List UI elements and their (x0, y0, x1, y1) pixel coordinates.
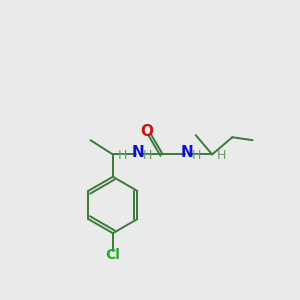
Text: Cl: Cl (105, 248, 120, 262)
Text: N: N (181, 146, 194, 160)
Text: N: N (132, 146, 145, 160)
Text: H: H (192, 149, 201, 162)
Text: H: H (142, 149, 152, 162)
Text: O: O (140, 124, 154, 139)
Text: H: H (217, 149, 226, 162)
Text: H: H (118, 149, 127, 162)
